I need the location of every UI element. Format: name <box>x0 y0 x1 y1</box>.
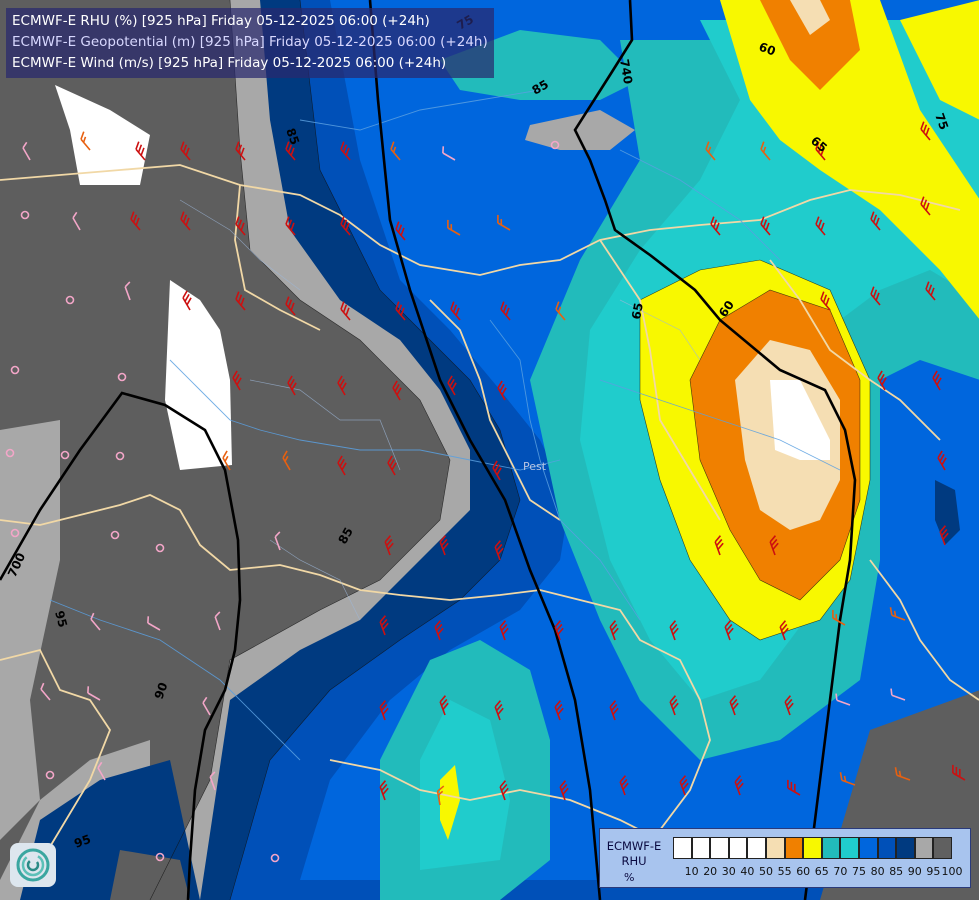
legend-title: ECMWF-E RHU <box>604 839 664 869</box>
legend-swatch <box>747 837 766 859</box>
legend-tick-label: 55 <box>777 865 792 878</box>
legend-tick-label: 65 <box>814 865 829 878</box>
title-geopotential: ECMWF-E Geopotential (m) [925 hPa] Frida… <box>12 34 488 50</box>
title-wind: ECMWF-E Wind (m/s) [925 hPa] Friday 05-1… <box>12 55 447 71</box>
legend-tick-label: 40 <box>740 865 755 878</box>
legend-swatch <box>673 837 692 859</box>
legend-swatch <box>710 837 729 859</box>
contour-label: 90 <box>152 681 171 701</box>
legend-ticks: 10 20 30 40 50 55 60 65 70 75 80 85 90 95 100 <box>673 865 970 881</box>
ecmwf-swirl-icon <box>10 843 56 887</box>
legend-swatch <box>784 837 804 859</box>
legend-swatch <box>933 837 952 859</box>
legend-tick-label: 80 <box>870 865 885 878</box>
legend-swatch <box>803 837 822 859</box>
legend-tick-label: 75 <box>852 865 866 878</box>
color-legend: ECMWF-E RHU % 10 20 30 40 50 55 60 65 70 75 80 85 90… <box>599 828 971 888</box>
legend-swatches <box>673 837 952 859</box>
legend-tick-label: 95 <box>926 865 941 878</box>
contour-label: 85 <box>283 126 302 146</box>
contour-label: 60 <box>757 40 777 59</box>
contour-label: 75 <box>932 111 951 131</box>
legend-tick-label: 30 <box>721 865 736 878</box>
legend-unit: % <box>624 871 635 884</box>
contour-label: 95 <box>72 832 92 851</box>
legend-tick-label: 50 <box>759 865 773 878</box>
legend-swatch <box>877 837 897 859</box>
legend-swatch <box>765 837 785 859</box>
legend-tick-label: 100 <box>941 865 963 878</box>
legend-tick-label: 60 <box>796 865 811 878</box>
legend-tick-label: 10 <box>684 865 699 878</box>
legend-model: ECMWF-E <box>606 839 662 853</box>
legend-tick-label: 85 <box>889 865 904 878</box>
legend-swatch <box>858 837 878 859</box>
legend-tick-label: 90 <box>907 865 922 878</box>
legend-swatch <box>840 837 859 859</box>
contour-label: 65 <box>629 302 646 321</box>
legend-variable: RHU <box>621 854 647 868</box>
city-label: Pest <box>523 460 547 473</box>
legend-tick-label: 70 <box>833 865 848 878</box>
legend-swatch <box>821 837 841 859</box>
title-rhu: ECMWF-E RHU (%) [925 hPa] Friday 05-12-2… <box>12 13 430 29</box>
map-title-panel: ECMWF-E RHU (%) [925 hPa] Friday 05-12-2… <box>6 8 494 78</box>
legend-swatch <box>691 837 711 859</box>
legend-tick-label: 20 <box>703 865 718 878</box>
legend-swatch <box>914 837 934 859</box>
contour-label: 740 <box>617 58 635 85</box>
legend-swatch <box>728 837 748 859</box>
legend-swatch <box>896 837 915 859</box>
contour-label: 95 <box>52 609 70 629</box>
